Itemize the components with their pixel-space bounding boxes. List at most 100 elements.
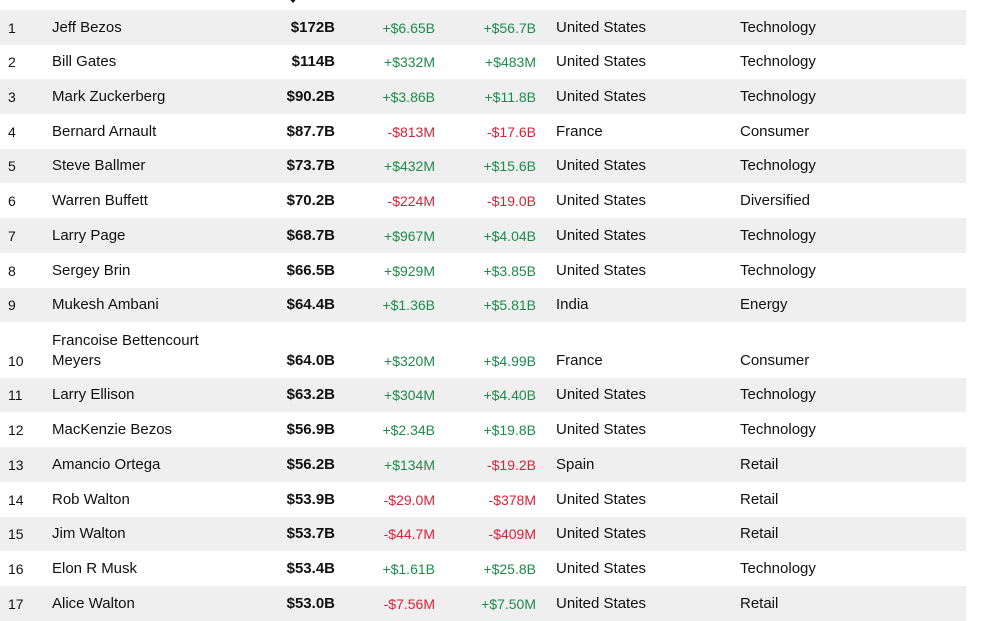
industry-cell: Energy: [740, 296, 788, 314]
name-cell[interactable]: Jeff Bezos: [52, 18, 122, 36]
last-change-cell: +$304M: [384, 387, 435, 404]
name-cell[interactable]: Larry Page: [52, 226, 126, 244]
name-cell[interactable]: Amancio Ortega: [52, 455, 161, 473]
net-worth-cell: $73.7B: [286, 157, 335, 175]
name-cell[interactable]: Alice Walton: [52, 594, 135, 612]
country-cell: Spain: [556, 455, 595, 473]
sort-descending-icon[interactable]: [288, 0, 298, 3]
rank-cell: 8: [8, 262, 16, 279]
country-cell: United States: [556, 559, 647, 577]
last-change-cell: -$44.7M: [383, 526, 435, 543]
rank-cell: 1: [8, 19, 16, 36]
net-worth-cell: $66.5B: [286, 261, 335, 279]
country-cell: India: [556, 296, 589, 314]
net-worth-cell: $56.9B: [286, 421, 335, 439]
name-cell[interactable]: MacKenzie Bezos: [52, 421, 173, 439]
table-row[interactable]: 8 Sergey Brin $66.5B +$929M +$3.85B United St…: [0, 253, 966, 288]
country-cell: United States: [556, 594, 647, 612]
ytd-change-cell: +$5.81B: [483, 297, 536, 314]
table-row[interactable]: 11 Larry Ellison $63.2B +$304M +$4.40B United…: [0, 377, 966, 413]
ytd-change-cell: +$4.04B: [483, 227, 536, 244]
last-change-cell: +$320M: [384, 352, 435, 369]
ytd-change-cell: +$56.7B: [483, 19, 536, 36]
net-worth-cell: $53.0B: [286, 594, 335, 612]
net-worth-cell: $90.2B: [286, 88, 335, 106]
industry-cell: Retail: [740, 490, 779, 508]
name-cell[interactable]: Francoise Bettencourt Meyers: [52, 331, 199, 369]
ytd-change-cell: +$15.6B: [483, 158, 536, 175]
table-row[interactable]: 9 Mukesh Ambani $64.4B +$1.36B +$5.81B India E…: [0, 287, 966, 323]
industry-cell: Retail: [740, 455, 779, 473]
last-change-cell: +$1.36B: [382, 297, 435, 314]
last-change-cell: -$224M: [387, 193, 435, 210]
ytd-change-cell: -$17.6B: [486, 123, 536, 140]
net-worth-cell: $114B: [291, 53, 335, 71]
name-cell[interactable]: Sergey Brin: [52, 261, 131, 279]
table-row[interactable]: 17 Alice Walton $53.0B -$7.56M +$7.50M United…: [0, 585, 966, 621]
table-row[interactable]: 16 Elon R Musk $53.4B +$1.61B +$25.8B United …: [0, 551, 966, 586]
table-row[interactable]: 6 Warren Buffett $70.2B -$224M -$19.0B United…: [0, 183, 966, 218]
industry-cell: Retail: [740, 594, 779, 612]
ytd-change-cell: +$3.85B: [483, 262, 536, 279]
industry-cell: Consumer: [740, 122, 810, 140]
table-row[interactable]: 4 Bernard Arnault $87.7B -$813M -$17.6B Franc…: [0, 114, 966, 149]
rank-cell: 16: [8, 560, 24, 577]
table-row[interactable]: 3 Mark Zuckerberg $90.2B +$3.86B +$11.8B Unit…: [0, 79, 966, 115]
country-cell: United States: [556, 157, 647, 175]
table-row[interactable]: 2 Bill Gates $114B +$332M +$483M United State…: [0, 45, 966, 80]
industry-cell: Technology: [740, 53, 816, 71]
table-row[interactable]: 10 Francoise Bettencourt Meyers $64.0B +$32…: [0, 322, 966, 378]
rank-cell: 9: [8, 297, 16, 314]
table-row[interactable]: 15 Jim Walton $53.7B -$44.7M -$409M United St…: [0, 516, 966, 552]
ytd-change-cell: +$19.8B: [483, 422, 536, 439]
net-worth-cell: $172B: [290, 18, 335, 36]
country-cell: United States: [556, 490, 647, 508]
industry-cell: Technology: [740, 88, 816, 106]
ytd-change-cell: +$25.8B: [483, 560, 536, 577]
table-row[interactable]: 12 MacKenzie Bezos $56.9B +$2.34B +$19.8B Uni…: [0, 412, 966, 447]
name-cell[interactable]: Steve Ballmer: [52, 157, 146, 175]
country-cell: France: [556, 351, 603, 369]
table-row[interactable]: 5 Steve Ballmer $73.7B +$432M +$15.6B United …: [0, 148, 966, 184]
table-row[interactable]: 1 Jeff Bezos $172B +$6.65B +$56.7B United Sta…: [0, 10, 966, 45]
name-cell[interactable]: Rob Walton: [52, 490, 130, 508]
industry-cell: Technology: [740, 421, 816, 439]
name-cell[interactable]: Jim Walton: [52, 525, 126, 543]
table-row[interactable]: 7 Larry Page $68.7B +$967M +$4.04B United Sta…: [0, 218, 966, 253]
rank-cell: 3: [8, 89, 16, 106]
name-cell[interactable]: Mark Zuckerberg: [52, 88, 166, 106]
last-change-cell: +$6.65B: [382, 19, 435, 36]
rank-cell: 5: [8, 158, 16, 175]
last-change-cell: +$3.86B: [382, 89, 435, 106]
net-worth-cell: $63.2B: [286, 386, 335, 404]
ytd-change-cell: +$4.40B: [483, 387, 536, 404]
rank-cell: 10: [8, 352, 24, 369]
ytd-change-cell: -$19.2B: [486, 456, 536, 473]
last-change-cell: +$332M: [384, 54, 435, 71]
country-cell: United States: [556, 88, 647, 106]
rank-cell: 12: [8, 422, 24, 439]
net-worth-cell: $53.7B: [286, 525, 335, 543]
industry-cell: Technology: [740, 18, 816, 36]
industry-cell: Technology: [740, 226, 816, 244]
name-cell[interactable]: Bernard Arnault: [52, 122, 157, 140]
last-change-cell: +$2.34B: [382, 422, 435, 439]
net-worth-cell: $53.4B: [286, 559, 335, 577]
country-cell: United States: [556, 53, 647, 71]
ytd-change-cell: +$4.99B: [483, 352, 536, 369]
name-cell[interactable]: Warren Buffett: [52, 192, 148, 210]
net-worth-cell: $70.2B: [286, 192, 335, 210]
country-cell: United States: [556, 525, 647, 543]
country-cell: France: [556, 122, 603, 140]
table-row[interactable]: 13 Amancio Ortega $56.2B +$134M -$19.2B Spain…: [0, 447, 966, 482]
name-cell[interactable]: Elon R Musk: [52, 559, 138, 577]
last-change-cell: -$7.56M: [383, 595, 435, 612]
table-row[interactable]: 14 Rob Walton $53.9B -$29.0M -$378M United St…: [0, 482, 966, 517]
name-cell[interactable]: Larry Ellison: [52, 386, 135, 404]
last-change-cell: +$967M: [384, 227, 435, 244]
net-worth-cell: $53.9B: [286, 490, 335, 508]
industry-cell: Retail: [740, 525, 779, 543]
net-worth-cell: $64.4B: [286, 296, 335, 314]
name-cell[interactable]: Bill Gates: [52, 53, 117, 71]
name-cell[interactable]: Mukesh Ambani: [52, 296, 159, 314]
